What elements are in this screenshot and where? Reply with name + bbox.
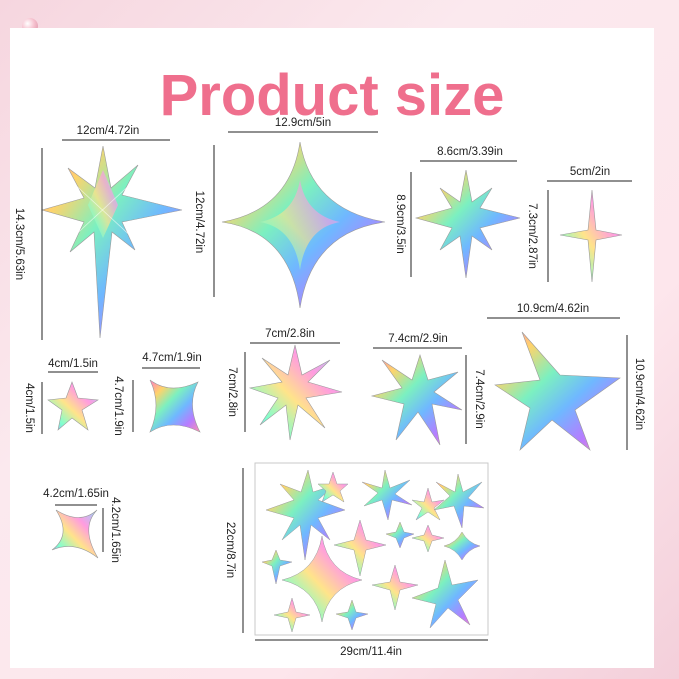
star-e-shape xyxy=(494,331,621,451)
star-i-width-label: 7.4cm/2.9in xyxy=(388,333,447,345)
star-f-width-label: 4cm/1.5in xyxy=(48,358,98,370)
star-h-height-label: 7cm/2.8in xyxy=(226,367,238,417)
star-d-height-label: 7.3cm/2.87in xyxy=(526,203,538,269)
sheet-width-label: 29cm/11.4in xyxy=(340,646,402,658)
star-b-shape xyxy=(221,141,386,309)
star-c-width-label: 8.6cm/3.39in xyxy=(437,146,503,158)
star-a-height-label: 14.3cm/5.63in xyxy=(13,208,25,280)
page-title: Product size xyxy=(159,63,505,128)
sticker-sheet-stars xyxy=(261,469,485,633)
star-g-shape xyxy=(149,379,201,433)
star-f-shape xyxy=(47,381,99,431)
star-d-shape xyxy=(559,189,623,283)
star-j-shape xyxy=(51,509,99,559)
star-c-shape xyxy=(414,169,521,279)
star-j-width-label: 4.2cm/1.65in xyxy=(43,488,109,500)
star-d-width-label: 5cm/2in xyxy=(570,166,610,178)
star-e-width-label: 10.9cm/4.62in xyxy=(517,303,589,315)
star-b-height-label: 12cm/4.72in xyxy=(193,191,205,254)
star-j-height-label: 4.2cm/1.65in xyxy=(109,497,121,563)
star-g-width-label: 4.7cm/1.9in xyxy=(142,352,201,364)
star-f-height-label: 4cm/1.5in xyxy=(23,383,35,433)
star-a-shape xyxy=(40,145,183,339)
sheet-height-label: 22cm/8.7in xyxy=(224,522,236,578)
star-b-width-label: 12.9cm/5in xyxy=(275,117,331,129)
star-i-height-label: 7.4cm/2.9in xyxy=(473,369,485,428)
star-g-height-label: 4.7cm/1.9in xyxy=(112,376,124,435)
star-h-shape xyxy=(248,344,343,441)
star-i-shape xyxy=(370,354,463,446)
star-a-width-label: 12cm/4.72in xyxy=(77,125,140,137)
star-e-height-label: 10.9cm/4.62in xyxy=(633,358,645,430)
star-h-width-label: 7cm/2.8in xyxy=(265,328,315,340)
star-c-height-label: 8.9cm/3.5in xyxy=(394,194,406,253)
